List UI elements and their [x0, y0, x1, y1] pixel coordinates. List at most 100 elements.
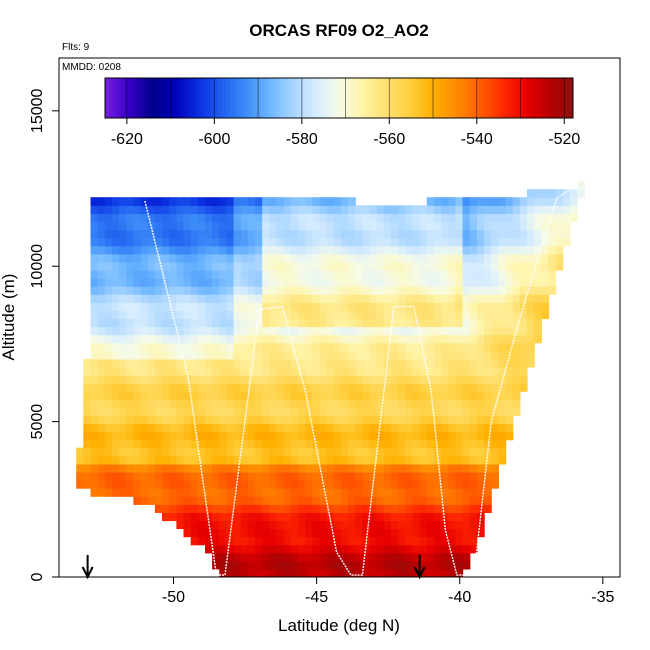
heatmap-cell	[298, 480, 306, 489]
heatmap-cell	[205, 399, 213, 408]
heatmap-cell	[133, 480, 142, 489]
heatmap-cell	[419, 350, 428, 360]
heatmap-cell	[140, 472, 149, 481]
heatmap-cell	[290, 560, 299, 570]
heatmap-cell	[176, 488, 185, 497]
heatmap-cell	[484, 358, 492, 368]
heatmap-cell	[247, 472, 256, 481]
heatmap-cell	[362, 488, 371, 497]
heatmap-cell	[340, 536, 349, 546]
colorbar-cell	[264, 78, 270, 118]
heatmap-cell	[154, 488, 163, 497]
y-tick-label: 0	[29, 572, 46, 581]
heatmap-cell	[491, 278, 499, 287]
heatmap-cell	[519, 383, 528, 392]
heatmap-cell	[348, 568, 356, 577]
heatmap-cell	[491, 383, 499, 392]
heatmap-cell	[441, 237, 449, 247]
heatmap-cell	[355, 431, 363, 441]
heatmap-cell	[369, 205, 378, 214]
heatmap-cell	[527, 326, 535, 336]
x-axis-label: Latitude (deg N)	[278, 616, 400, 635]
heatmap-cell	[276, 504, 285, 513]
heatmap-cell	[126, 245, 135, 255]
heatmap-cell	[183, 463, 192, 473]
heatmap-cell	[112, 383, 120, 392]
heatmap-cell	[262, 270, 270, 279]
heatmap-cell	[276, 375, 285, 384]
heatmap-cell	[312, 391, 321, 400]
colorbar-cell	[526, 78, 531, 118]
heatmap-cell	[154, 302, 163, 311]
heatmap-cell	[219, 536, 228, 546]
heatmap-cell	[340, 455, 349, 465]
heatmap-cell	[419, 544, 428, 554]
heatmap-cell	[462, 528, 471, 538]
heatmap-cell	[434, 496, 442, 505]
heatmap-cell	[219, 423, 228, 433]
heatmap-cell	[197, 536, 206, 546]
heatmap-cell	[462, 391, 471, 400]
heatmap-cell	[255, 278, 263, 287]
heatmap-cell	[305, 455, 313, 465]
heatmap-cell	[405, 472, 414, 481]
heatmap-cell	[276, 253, 285, 263]
heatmap-cell	[476, 253, 485, 263]
heatmap-cell	[212, 407, 220, 416]
heatmap-cell	[83, 366, 92, 376]
heatmap-cell	[426, 560, 435, 570]
heatmap-cell	[205, 221, 213, 231]
heatmap-cell	[262, 447, 270, 457]
heatmap-cell	[383, 342, 392, 352]
heatmap-cell	[434, 415, 442, 425]
heatmap-cell	[240, 568, 249, 577]
heatmap-cell	[269, 342, 278, 352]
heatmap-cell	[312, 480, 321, 489]
heatmap-cell	[133, 472, 142, 481]
heatmap-cell	[455, 326, 464, 336]
heatmap-cell	[441, 560, 449, 570]
heatmap-cell	[355, 423, 363, 433]
heatmap-cell	[448, 342, 457, 352]
heatmap-cell	[104, 375, 113, 384]
heatmap-cell	[226, 261, 235, 271]
colorbar-cell	[249, 78, 254, 118]
heatmap-cell	[290, 536, 299, 546]
heatmap-cell	[362, 237, 371, 247]
heatmap-cell	[362, 334, 371, 344]
heatmap-cell	[276, 407, 285, 416]
heatmap-cell	[83, 399, 92, 408]
heatmap-cell	[498, 358, 507, 368]
heatmap-cell	[355, 552, 363, 562]
heatmap-cell	[491, 286, 499, 295]
heatmap-cell	[176, 253, 185, 263]
heatmap-cell	[412, 302, 421, 311]
heatmap-cell	[434, 383, 442, 392]
heatmap-cell	[255, 358, 263, 368]
heatmap-cell	[119, 302, 127, 311]
heatmap-cell	[462, 463, 471, 473]
heatmap-cell	[462, 326, 471, 336]
heatmap-cell	[133, 423, 142, 433]
heatmap-cell	[405, 512, 414, 522]
heatmap-cell	[391, 536, 399, 546]
heatmap-cell	[555, 245, 564, 255]
heatmap-cell	[104, 447, 113, 457]
heatmap-cell	[112, 270, 120, 279]
heatmap-cell	[398, 318, 406, 328]
heatmap-cell	[405, 504, 414, 513]
heatmap-cell	[405, 253, 414, 263]
heatmap-cell	[247, 423, 256, 433]
heatmap-cell	[97, 472, 106, 481]
heatmap-cell	[441, 568, 449, 577]
heatmap-cell	[290, 544, 299, 554]
heatmap-cell	[441, 439, 449, 449]
heatmap-cell	[348, 278, 356, 287]
heatmap-cell	[255, 213, 263, 223]
heatmap-cell	[434, 253, 442, 263]
heatmap-cell	[283, 423, 292, 433]
heatmap-cell	[534, 213, 542, 223]
heatmap-cell	[441, 245, 449, 255]
heatmap-cell	[355, 261, 363, 271]
heatmap-cell	[226, 366, 235, 376]
